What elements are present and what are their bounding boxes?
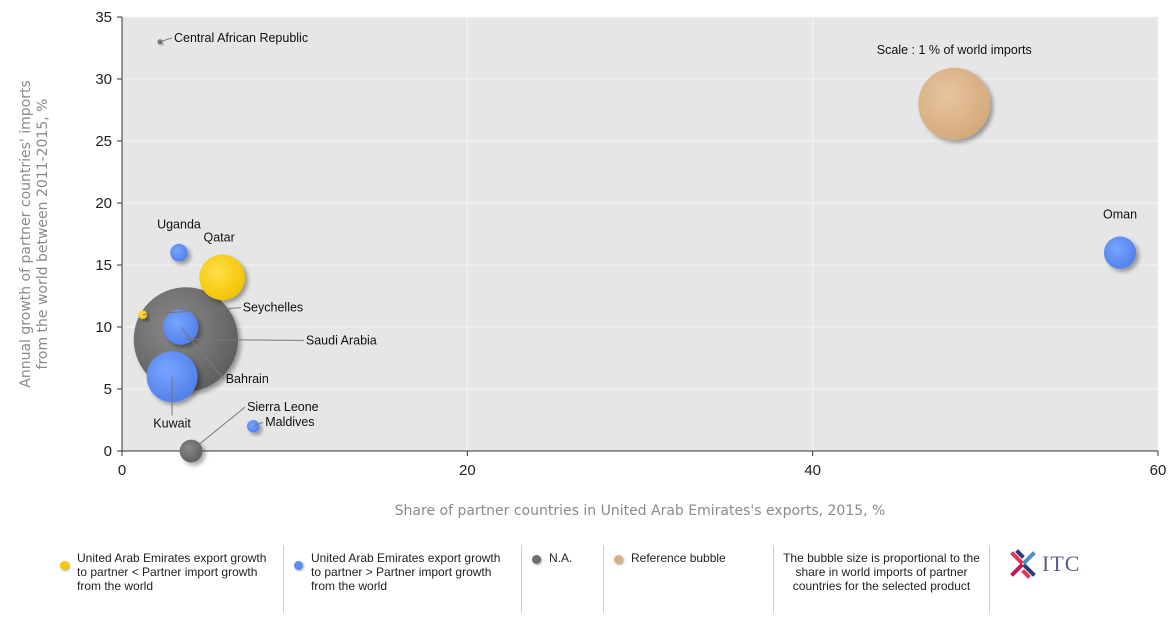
leader-line-sierra-leone: [190, 406, 246, 452]
plot-area: [122, 17, 1158, 451]
grid-lines: [121, 16, 1159, 452]
legend-reference-dot: [614, 555, 623, 564]
y-tick-label: 5: [104, 381, 112, 398]
legend-reference-label: Reference bubble: [631, 551, 726, 565]
y-tick-label: 0: [104, 443, 112, 460]
bubble-chart: 0 5 10 15 20 25 30 35 0 20 40 60 Central African Re…: [18, 9, 1166, 519]
bubble-label-sierra-leone: Sierra Leone: [247, 400, 319, 414]
legend-yellow-label: United Arab Emirates export growth to pa…: [77, 551, 267, 593]
x-tick-label: 40: [804, 462, 821, 479]
leader-line-central-african-republic: [159, 37, 173, 43]
legend-item-yellow: United Arab Emirates export growth to pa…: [50, 545, 284, 613]
legend-note-text: The bubble size is proportional to the s…: [783, 551, 980, 593]
legend-item-blue: United Arab Emirates export growth to pa…: [284, 545, 522, 613]
x-tick-label: 20: [459, 462, 476, 479]
bubble-label-qatar: Qatar: [204, 230, 235, 244]
legend-note: The bubble size is proportional to the s…: [774, 545, 990, 613]
bubble-label-central-african-republic: Central African Republic: [174, 31, 308, 45]
y-tick-label: 20: [95, 195, 112, 212]
y-tick-label: 10: [95, 319, 112, 336]
reference-bubble-label: Scale : 1 % of world imports: [877, 43, 1032, 57]
bubble-label-uganda: Uganda: [157, 218, 201, 232]
y-tick-label: 35: [95, 9, 112, 26]
itc-logo-icon: [1010, 549, 1036, 579]
bubble-label-kuwait: Kuwait: [153, 417, 191, 431]
bubble-label-oman: Oman: [1103, 208, 1137, 222]
leader-line-bahrain: [180, 326, 225, 380]
axes: 0 5 10 15 20 25 30 35 0 20 40 60: [95, 9, 1166, 479]
y-tick-label: 15: [95, 257, 112, 274]
reference-bubble: [918, 67, 991, 140]
itc-logo-text: ITC: [1042, 551, 1081, 576]
x-tick-label: 60: [1150, 462, 1167, 479]
bubble-label-seychelles: Seychelles: [243, 301, 303, 315]
legend-yellow-dot: [60, 561, 69, 570]
legend-blue-dot: [294, 561, 303, 570]
bubble-oman[interactable]: [1103, 236, 1137, 269]
bubble-uganda[interactable]: [170, 243, 188, 262]
leader-line-maldives: [253, 421, 264, 427]
y-axis-title: Annual growth of partner countries' impo…: [18, 80, 51, 388]
bubble-label-maldives: Maldives: [265, 415, 314, 429]
bubble-label-bahrain: Bahrain: [226, 372, 269, 386]
bubble-qatar[interactable]: [199, 254, 245, 301]
legend-blue-label: United Arab Emirates export growth to pa…: [311, 551, 501, 593]
legend-item-reference: Reference bubble: [604, 545, 774, 613]
legend: United Arab Emirates export growth to pa…: [50, 545, 1130, 623]
legend-na-dot: [532, 555, 541, 564]
legend-na-label: N.A.: [549, 551, 573, 565]
y-tick-label: 25: [95, 133, 112, 150]
y-tick-label: 30: [95, 71, 112, 88]
bubble-label-saudi-arabia: Saudi Arabia: [306, 333, 377, 347]
x-axis-title: Share of partner countries in United Ara…: [395, 503, 886, 519]
leader-line-seychelles: [142, 307, 241, 316]
leader-line-saudi-arabia: [185, 338, 304, 341]
x-tick-label: 0: [118, 462, 126, 479]
legend-item-na: N.A.: [522, 545, 604, 613]
itc-logo: ITC: [990, 545, 1098, 583]
